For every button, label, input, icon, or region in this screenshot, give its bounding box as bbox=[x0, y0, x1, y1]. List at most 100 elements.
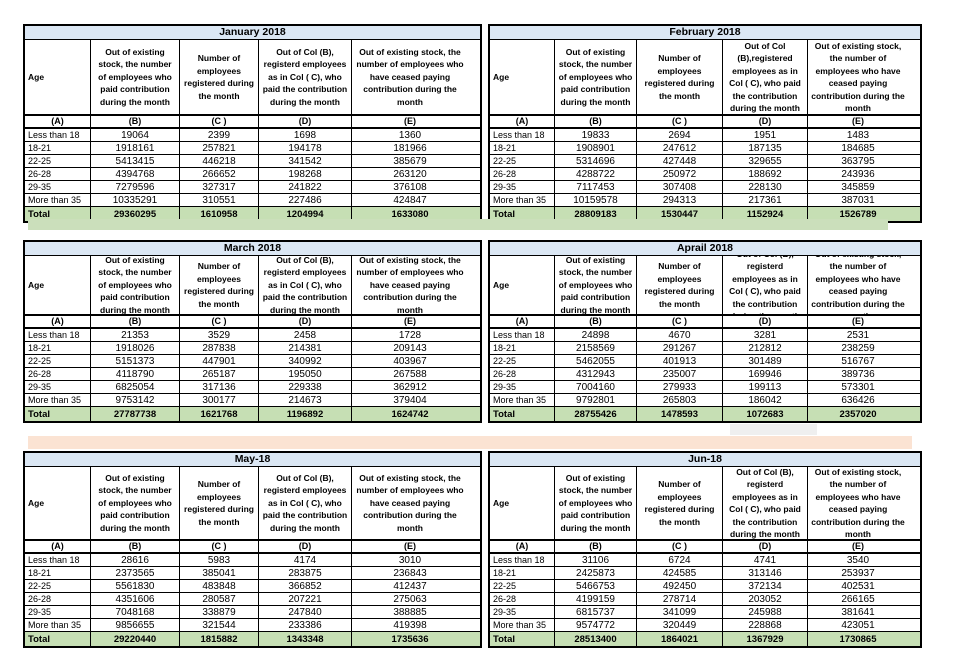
row-label-cell[interactable]: 22-25 bbox=[490, 155, 555, 167]
data-cell[interactable]: 283875 bbox=[259, 567, 352, 579]
column-header-cell[interactable]: Out of existing stock, the number of emp… bbox=[811, 467, 905, 539]
data-cell[interactable]: 9574772 bbox=[555, 619, 637, 631]
total-value-cell[interactable]: 28809183 bbox=[555, 207, 637, 221]
data-cell[interactable]: 5151373 bbox=[91, 355, 180, 367]
data-cell[interactable]: 2399 bbox=[180, 129, 259, 141]
age-header-cell[interactable]: Age bbox=[490, 40, 555, 114]
row-label-cell[interactable]: More than 35 bbox=[490, 394, 555, 406]
row-label-cell[interactable]: 26-28 bbox=[25, 593, 91, 605]
data-cell[interactable]: 1908901 bbox=[555, 142, 637, 154]
data-cell[interactable]: 247612 bbox=[637, 142, 723, 154]
data-cell[interactable]: 257821 bbox=[180, 142, 259, 154]
row-label-cell[interactable]: 18-21 bbox=[490, 567, 555, 579]
data-cell[interactable]: 245988 bbox=[723, 606, 808, 618]
col-letter-cell[interactable]: (E) bbox=[404, 316, 416, 326]
data-cell[interactable]: 236843 bbox=[393, 567, 427, 579]
data-cell[interactable]: 403967 bbox=[393, 355, 427, 367]
data-cell[interactable]: 2694 bbox=[637, 129, 723, 141]
total-value-cell[interactable]: 27787738 bbox=[91, 407, 180, 421]
total-label-cell[interactable]: Total bbox=[490, 407, 555, 421]
data-cell[interactable]: 379404 bbox=[393, 394, 427, 406]
data-cell[interactable]: 4741 bbox=[723, 554, 808, 566]
data-cell[interactable]: 247840 bbox=[259, 606, 352, 618]
data-cell[interactable]: 401913 bbox=[637, 355, 723, 367]
data-cell[interactable]: 5413415 bbox=[91, 155, 180, 167]
data-cell[interactable]: 6815737 bbox=[555, 606, 637, 618]
data-cell[interactable]: 5983 bbox=[180, 554, 259, 566]
data-cell[interactable]: 4351606 bbox=[91, 593, 180, 605]
row-label-cell[interactable]: Less than 18 bbox=[490, 554, 555, 566]
data-cell[interactable]: 363795 bbox=[841, 155, 875, 167]
col-letter-cell[interactable]: (D) bbox=[723, 316, 808, 327]
data-cell[interactable]: 263120 bbox=[393, 168, 427, 180]
col-letter-cell[interactable]: (B) bbox=[555, 541, 637, 552]
row-label-cell[interactable]: Less than 18 bbox=[490, 129, 555, 141]
data-cell[interactable]: 235007 bbox=[637, 368, 723, 380]
total-value-cell[interactable]: 1730865 bbox=[839, 633, 877, 645]
data-cell[interactable]: 366852 bbox=[259, 580, 352, 592]
total-value-cell[interactable]: 28755426 bbox=[555, 407, 637, 421]
data-cell[interactable]: 266652 bbox=[180, 168, 259, 180]
col-letter-cell[interactable]: (A) bbox=[490, 316, 555, 327]
data-cell[interactable]: 300177 bbox=[180, 394, 259, 406]
data-cell[interactable]: 1360 bbox=[398, 129, 422, 141]
column-header-cell[interactable]: Out of existing stock, the number of emp… bbox=[91, 467, 180, 539]
data-cell[interactable]: 307408 bbox=[637, 181, 723, 193]
data-cell[interactable]: 419398 bbox=[393, 619, 427, 631]
data-cell[interactable]: 412437 bbox=[393, 580, 427, 592]
total-value-cell[interactable]: 1864021 bbox=[637, 632, 723, 646]
row-label-cell[interactable]: More than 35 bbox=[25, 619, 91, 631]
data-cell[interactable]: 5466753 bbox=[555, 580, 637, 592]
row-label-cell[interactable]: More than 35 bbox=[25, 194, 91, 206]
data-cell[interactable]: 2158569 bbox=[555, 342, 637, 354]
row-label-cell[interactable]: 26-28 bbox=[490, 368, 555, 380]
data-cell[interactable]: 266165 bbox=[841, 593, 875, 605]
data-cell[interactable]: 372134 bbox=[723, 580, 808, 592]
data-cell[interactable]: 387031 bbox=[841, 194, 875, 206]
row-label-cell[interactable]: 18-21 bbox=[490, 342, 555, 354]
data-cell[interactable]: 10335291 bbox=[91, 194, 180, 206]
row-label-cell[interactable]: 18-21 bbox=[490, 142, 555, 154]
data-cell[interactable]: 636426 bbox=[841, 394, 875, 406]
data-cell[interactable]: 2531 bbox=[846, 329, 870, 341]
data-cell[interactable]: 287838 bbox=[180, 342, 259, 354]
col-letter-cell[interactable]: (E) bbox=[852, 116, 864, 126]
col-letter-cell[interactable]: (D) bbox=[259, 316, 352, 327]
column-header-cell[interactable]: Out of Col (B),registered employees as i… bbox=[723, 40, 808, 114]
col-letter-cell[interactable]: (B) bbox=[555, 116, 637, 127]
column-header-cell[interactable]: Out of existing stock, the number of emp… bbox=[91, 256, 180, 314]
data-cell[interactable]: 228868 bbox=[723, 619, 808, 631]
data-cell[interactable]: 4174 bbox=[259, 554, 352, 566]
row-label-cell[interactable]: Less than 18 bbox=[490, 329, 555, 341]
total-value-cell[interactable]: 1530447 bbox=[637, 207, 723, 221]
data-cell[interactable]: 28616 bbox=[91, 554, 180, 566]
data-cell[interactable]: 187135 bbox=[723, 142, 808, 154]
data-cell[interactable]: 203052 bbox=[723, 593, 808, 605]
data-cell[interactable]: 280587 bbox=[180, 593, 259, 605]
col-letter-cell[interactable]: (B) bbox=[555, 316, 637, 327]
col-letter-cell[interactable]: (B) bbox=[91, 116, 180, 127]
data-cell[interactable]: 217361 bbox=[723, 194, 808, 206]
column-header-cell[interactable]: Out of existing stock, the number of emp… bbox=[811, 256, 905, 314]
column-header-cell[interactable]: Out of existing stock, the number of emp… bbox=[811, 40, 905, 114]
table-title[interactable]: March 2018 bbox=[25, 242, 480, 256]
data-cell[interactable]: 340992 bbox=[259, 355, 352, 367]
data-cell[interactable]: 243936 bbox=[841, 168, 875, 180]
data-cell[interactable]: 423051 bbox=[841, 619, 875, 631]
table-title[interactable]: Jun-18 bbox=[490, 453, 920, 467]
data-cell[interactable]: 294313 bbox=[637, 194, 723, 206]
row-label-cell[interactable]: 26-28 bbox=[25, 168, 91, 180]
column-header-cell[interactable]: Out of Col (B), registerd employees as i… bbox=[723, 467, 808, 539]
data-cell[interactable]: 5561830 bbox=[91, 580, 180, 592]
col-letter-cell[interactable]: (A) bbox=[25, 541, 91, 552]
column-header-cell[interactable]: Out of existing stock, the number of emp… bbox=[555, 256, 637, 314]
total-label-cell[interactable]: Total bbox=[490, 207, 555, 221]
data-cell[interactable]: 186042 bbox=[723, 394, 808, 406]
row-label-cell[interactable]: 29-35 bbox=[25, 606, 91, 618]
data-cell[interactable]: 291267 bbox=[637, 342, 723, 354]
total-label-cell[interactable]: Total bbox=[25, 407, 91, 421]
total-value-cell[interactable]: 1526789 bbox=[839, 208, 877, 220]
col-letter-cell[interactable]: (D) bbox=[259, 116, 352, 127]
data-cell[interactable]: 313146 bbox=[723, 567, 808, 579]
col-letter-cell[interactable]: (A) bbox=[490, 541, 555, 552]
